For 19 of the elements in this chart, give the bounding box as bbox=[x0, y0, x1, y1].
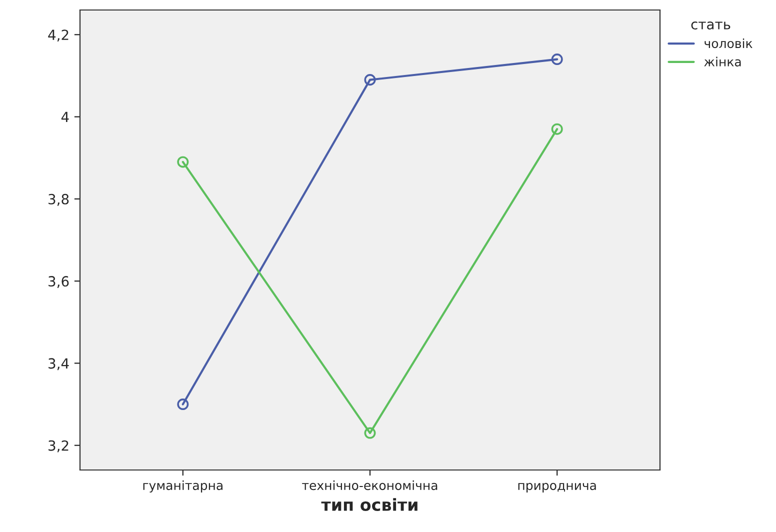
point bbox=[177, 156, 189, 168]
y-tick-label: 3,4 bbox=[48, 358, 69, 370]
x-tick-label: технічно-економічна bbox=[302, 480, 438, 490]
point bbox=[364, 427, 376, 439]
y-tick-label: 3,6 bbox=[48, 276, 69, 288]
point bbox=[551, 54, 563, 66]
y-tick-label: 3,8 bbox=[48, 194, 69, 206]
point bbox=[177, 398, 189, 410]
y-tick-label: 3,2 bbox=[48, 440, 68, 452]
y-tick-label: 4,2 bbox=[48, 30, 68, 42]
legend-title: стать bbox=[691, 22, 730, 30]
legend-label: жінка bbox=[704, 56, 741, 66]
x-tick-label: природнича bbox=[518, 482, 596, 493]
x-tick-label: гуманітарна bbox=[143, 480, 222, 493]
legend-label: чоловік bbox=[704, 38, 752, 48]
x-axis-title: тип освіти bbox=[321, 498, 418, 511]
point bbox=[551, 123, 563, 135]
y-tick-label: 4 bbox=[61, 112, 69, 122]
point bbox=[364, 74, 376, 86]
